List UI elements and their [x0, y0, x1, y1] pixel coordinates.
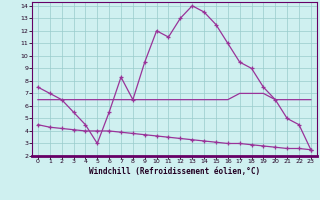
- X-axis label: Windchill (Refroidissement éolien,°C): Windchill (Refroidissement éolien,°C): [89, 167, 260, 176]
